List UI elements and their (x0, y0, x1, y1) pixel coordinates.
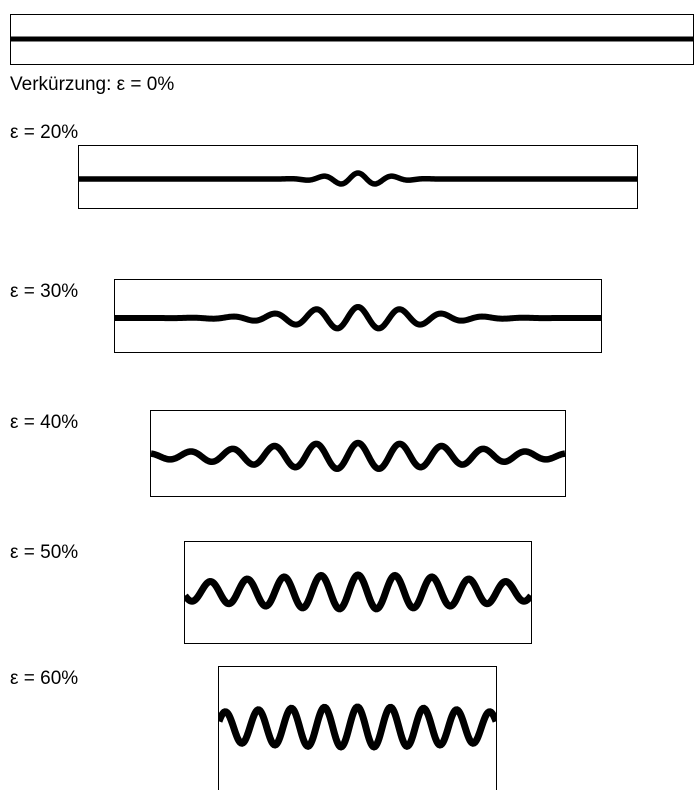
stage-0-label: Verkürzung: ε = 0% (10, 74, 175, 95)
stage-3-layer (151, 439, 565, 473)
stage-3-layer-line (151, 439, 565, 473)
stage-1-label: ε = 20% (10, 122, 79, 143)
stage-5-layer-line (219, 703, 496, 751)
stage-4-layer (185, 571, 531, 613)
stage-2-layer-line (115, 303, 601, 332)
stage-2-box (114, 279, 602, 353)
stage-1-layer-line (79, 170, 637, 187)
stage-2-label: ε = 30% (10, 281, 79, 302)
stage-1-layer (79, 170, 637, 187)
stage-1-box (78, 145, 638, 209)
stage-3-box (150, 410, 566, 497)
stage-5-box (218, 666, 497, 790)
stage-0-box (10, 14, 694, 65)
stage-4-box (184, 541, 532, 644)
stage-4-layer-line (185, 571, 531, 613)
stage-5-layer (219, 703, 496, 751)
stage-4-label: ε = 50% (10, 542, 79, 563)
stage-5-label: ε = 60% (10, 668, 79, 689)
stage-2-layer (115, 303, 601, 332)
stage-0-layer (11, 36, 693, 42)
stage-3-label: ε = 40% (10, 412, 79, 433)
